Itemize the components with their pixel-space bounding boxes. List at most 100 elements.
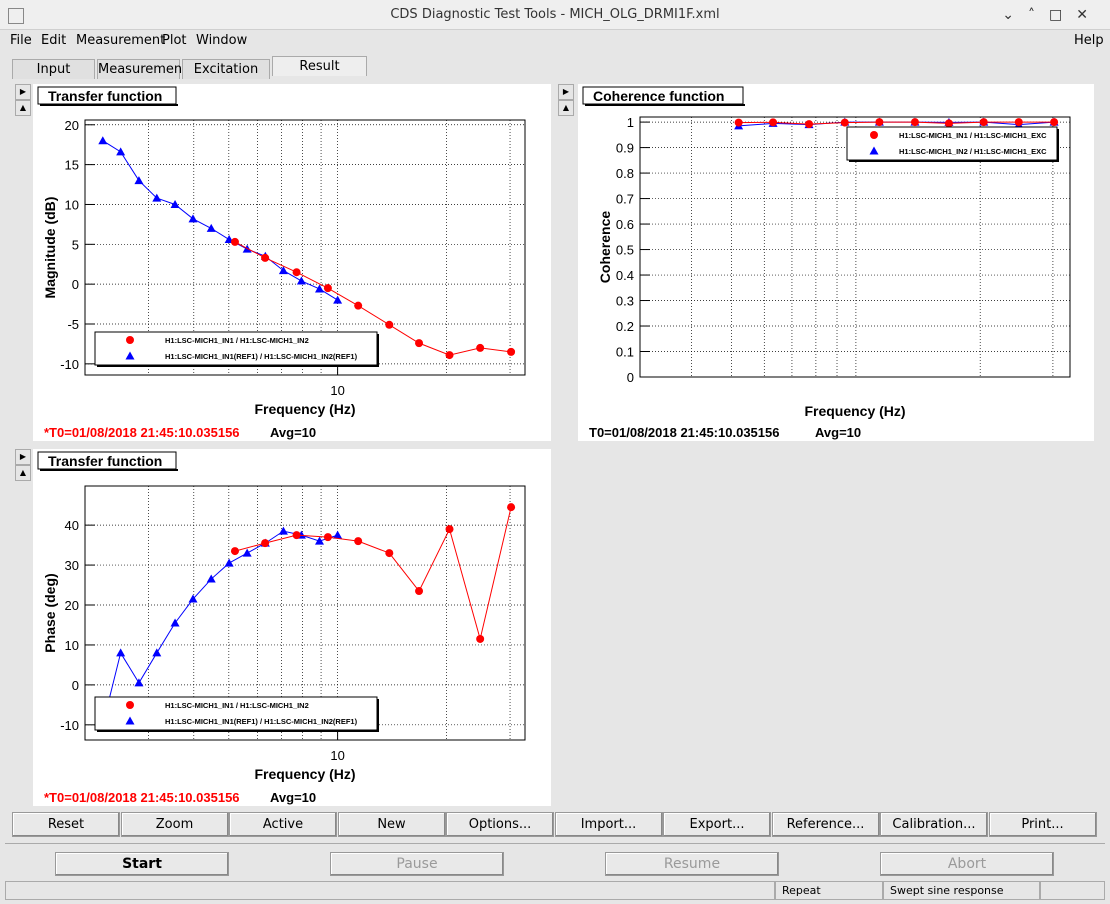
pad-arrow[interactable]: ▶ <box>15 449 31 465</box>
legend-marker <box>126 701 134 709</box>
data-point <box>840 118 849 127</box>
legend-label: H1:LSC-MICH1_IN1(REF1) / H1:LSC-MICH1_IN… <box>165 717 358 726</box>
y-axis-label: Magnitude (dB) <box>42 197 58 299</box>
y-tick-label: 0.8 <box>616 166 634 181</box>
button[interactable]: Export... <box>663 812 771 837</box>
y-tick-label: -10 <box>60 718 79 733</box>
y-tick-label: 0.4 <box>616 268 634 283</box>
y-tick-label: -5 <box>67 317 79 332</box>
menu-item[interactable]: Window <box>196 33 248 48</box>
data-point <box>230 547 239 556</box>
data-point <box>333 530 343 539</box>
x-axis-label: Frequency (Hz) <box>254 401 355 417</box>
tab[interactable]: Measurement <box>97 59 187 79</box>
pad-arrow[interactable]: ▲ <box>15 465 31 481</box>
legend-label: H1:LSC-MICH1_IN1 / H1:LSC-MICH1_IN2 <box>165 336 309 345</box>
pad-title: Coherence function <box>593 88 724 104</box>
y-axis-label: Phase (deg) <box>42 573 58 652</box>
button[interactable]: Zoom <box>120 812 229 837</box>
menu-item[interactable]: Edit <box>41 33 67 48</box>
button[interactable]: Options... <box>446 812 554 837</box>
y-axis-label: Coherence <box>597 211 613 284</box>
legend <box>846 126 1058 161</box>
data-point <box>734 118 743 127</box>
y-tick-label: 0.3 <box>616 294 634 309</box>
button[interactable]: Reference... <box>771 812 880 837</box>
title-bar: CDS Diagnostic Test Tools - MICH_OLG_DRM… <box>0 0 1110 30</box>
data-point <box>152 193 162 202</box>
control-button[interactable]: Abort <box>880 852 1054 876</box>
data-point <box>1014 118 1023 127</box>
data-point <box>354 301 363 310</box>
legend-marker <box>126 336 134 344</box>
tab[interactable]: Excitation <box>182 59 270 79</box>
legend-label: H1:LSC-MICH1_IN2 / H1:LSC-MICH1_EXC <box>899 147 1047 156</box>
y-tick-label: 10 <box>65 197 79 212</box>
x-tick-label: 10 <box>330 383 344 398</box>
menu-item[interactable]: File <box>10 33 32 48</box>
button[interactable]: New <box>337 812 446 837</box>
x-tick-label: 10 <box>330 748 344 763</box>
button[interactable]: Reset <box>12 812 120 837</box>
legend <box>94 696 378 731</box>
menu-item[interactable]: Plot <box>162 33 187 48</box>
y-tick-label: 0.5 <box>616 243 634 258</box>
control-button[interactable]: Resume <box>605 852 779 876</box>
data-point <box>476 343 485 352</box>
y-tick-label: 20 <box>65 598 79 613</box>
plot-panel <box>33 84 551 441</box>
legend-label: H1:LSC-MICH1_IN1 / H1:LSC-MICH1_EXC <box>899 131 1047 140</box>
y-tick-label: 0 <box>72 678 79 693</box>
button[interactable]: Active <box>229 812 337 837</box>
plot-frame <box>84 119 526 376</box>
status-field: Repeat <box>775 881 883 900</box>
pad-arrow[interactable]: ▲ <box>15 100 31 116</box>
legend <box>94 331 378 366</box>
data-point <box>323 533 332 542</box>
data-point <box>445 525 454 534</box>
separator <box>5 843 1105 844</box>
menu-item[interactable]: Help <box>1074 33 1104 48</box>
legend-label: H1:LSC-MICH1_IN1 / H1:LSC-MICH1_IN2 <box>165 701 309 710</box>
menu-item[interactable]: Measurement <box>76 33 166 48</box>
button[interactable]: Calibration... <box>880 812 988 837</box>
y-tick-label: 15 <box>65 158 79 173</box>
control-button[interactable]: Pause <box>330 852 504 876</box>
button[interactable]: Import... <box>554 812 663 837</box>
control-button[interactable]: Start <box>55 852 229 876</box>
y-tick-label: 40 <box>65 518 79 533</box>
window-controls[interactable]: ⌄˄□✕ <box>1002 7 1102 23</box>
data-point <box>292 531 301 540</box>
y-tick-label: 0 <box>72 277 79 292</box>
data-point <box>261 253 270 262</box>
data-point <box>134 176 144 185</box>
y-tick-label: 1 <box>627 115 634 130</box>
status-field <box>5 881 775 900</box>
pad-arrow[interactable]: ▶ <box>558 84 574 100</box>
y-tick-label: 0.7 <box>616 192 634 207</box>
x-axis-label: Frequency (Hz) <box>254 766 355 782</box>
data-point <box>116 147 126 156</box>
pad-arrow[interactable]: ▲ <box>558 100 574 116</box>
y-tick-label: 10 <box>65 638 79 653</box>
data-point <box>476 634 485 643</box>
pad-title-shadow <box>40 469 178 471</box>
plot-panel <box>33 449 551 806</box>
plot-area <box>98 503 516 729</box>
tab[interactable]: Input <box>12 59 95 79</box>
data-point <box>769 118 778 127</box>
data-point <box>415 587 424 596</box>
data-point <box>278 266 288 275</box>
data-point <box>296 276 306 285</box>
y-tick-label: 30 <box>65 558 79 573</box>
tab[interactable]: Result <box>272 56 367 76</box>
button[interactable]: Print... <box>988 812 1097 837</box>
avg-label: Avg=10 <box>270 790 316 805</box>
pad-title-shadow <box>40 104 178 106</box>
plot-area <box>98 136 516 360</box>
data-point <box>116 648 126 657</box>
plot-frame <box>84 485 526 741</box>
legend-marker <box>125 351 135 360</box>
pad-arrow[interactable]: ▶ <box>15 84 31 100</box>
